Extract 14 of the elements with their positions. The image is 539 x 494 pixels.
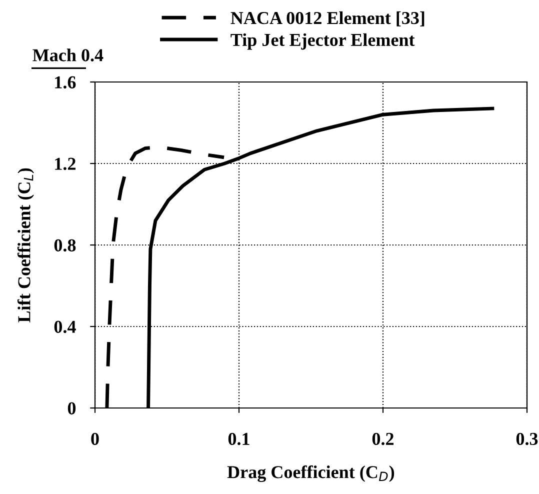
y-tick-label: 0.4: [54, 320, 76, 334]
y-tick-label: 1.6: [55, 76, 76, 89]
y-axis-title: Lift Coefficient (C$_{L}$): [17, 168, 34, 322]
x-tick-label: 0: [91, 432, 99, 446]
legend-label: NACA 0012 Element [33]: [230, 11, 424, 26]
text: Mach 0.4: [32, 48, 104, 62]
x-axis-title: Drag Coefficient (C$_{D}$): [227, 465, 394, 482]
y-tick-label: 0.8: [54, 239, 76, 252]
x-tick-label: 0.1: [228, 432, 250, 446]
legend-label: Tip Jet Ejector Element: [230, 33, 415, 50]
x-tick-label: 0.3: [516, 432, 538, 446]
y-tick-label: 1.2: [55, 158, 76, 170]
y-tick-label: 0: [68, 402, 76, 414]
x-tick-label: 0.2: [372, 432, 394, 446]
